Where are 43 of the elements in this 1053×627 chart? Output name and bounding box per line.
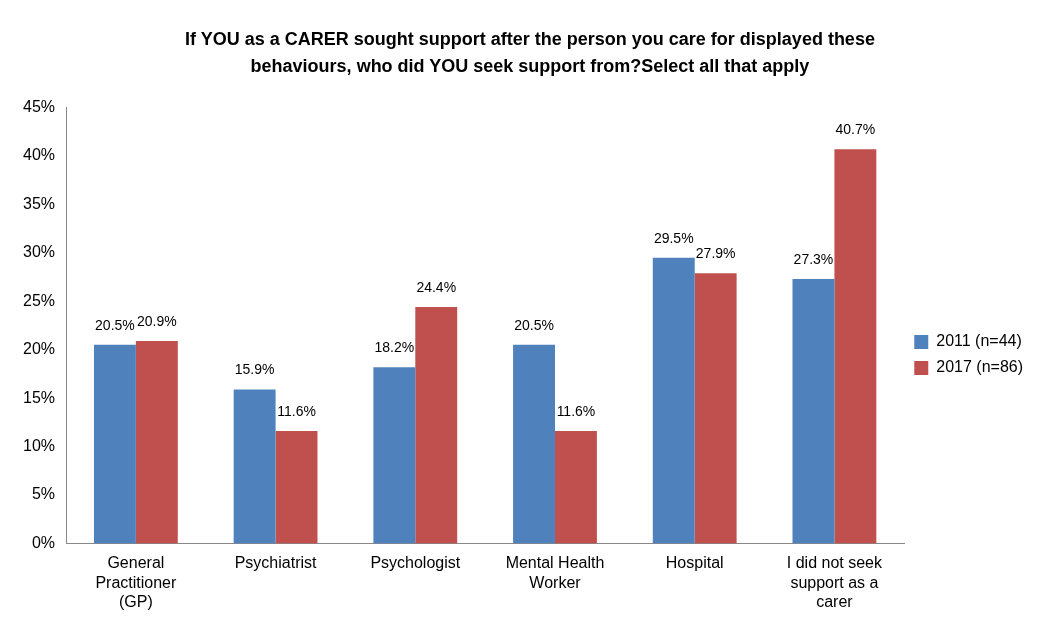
data-label: 27.3% [793, 250, 834, 267]
x-tick-label: Mental Health Worker [505, 554, 605, 591]
bar [694, 273, 737, 544]
bar [652, 257, 695, 544]
chart-title: If YOU as a CARER sought support after the person you care for displayed these behaviours, who did YOU seek support from?Select all that apply [184, 28, 876, 78]
legend-label: 2017 (n=86) [936, 358, 1023, 376]
y-tick-label: 25% [22, 291, 56, 309]
y-tick-label: 45% [22, 98, 56, 116]
x-tick-label: Hospital [665, 554, 724, 572]
y-tick-label: 10% [22, 436, 56, 454]
bar [373, 367, 416, 544]
data-label: 20.5% [95, 316, 135, 333]
data-label: 24.4% [416, 278, 457, 295]
bar [233, 389, 276, 544]
data-label: 27.9% [695, 245, 736, 262]
data-label: 29.5% [653, 229, 694, 246]
y-tick-label: 15% [22, 388, 56, 406]
bar [834, 149, 877, 544]
bar [555, 431, 597, 544]
bar [135, 341, 178, 544]
bar [275, 431, 318, 544]
data-label: 18.2% [374, 339, 415, 355]
legend-label: 2011 (n=44) [936, 332, 1022, 350]
bar [93, 344, 136, 544]
bar [513, 344, 555, 544]
data-label: 11.6% [277, 402, 316, 419]
data-label: 15.9% [234, 361, 275, 378]
y-tick-label: 5% [31, 485, 56, 503]
bar [792, 279, 835, 544]
x-tick-label: General Practitioner (GP) [95, 554, 178, 610]
x-tick-label: Psychologist [370, 554, 461, 572]
data-label: 40.7% [835, 121, 876, 138]
data-label: 11.6% [556, 402, 596, 419]
data-label: 20.9% [136, 312, 177, 329]
x-tick-label: I did not seek support as a carer [786, 554, 883, 610]
y-tick-label: 30% [22, 243, 56, 261]
bar [415, 307, 458, 544]
y-tick-label: 20% [22, 340, 56, 358]
y-tick-label: 40% [22, 146, 56, 164]
y-tick-label: 0% [31, 533, 56, 551]
data-label: 20.5% [514, 316, 554, 333]
x-tick-label: Psychiatrist [234, 554, 318, 572]
y-tick-label: 35% [22, 194, 56, 212]
